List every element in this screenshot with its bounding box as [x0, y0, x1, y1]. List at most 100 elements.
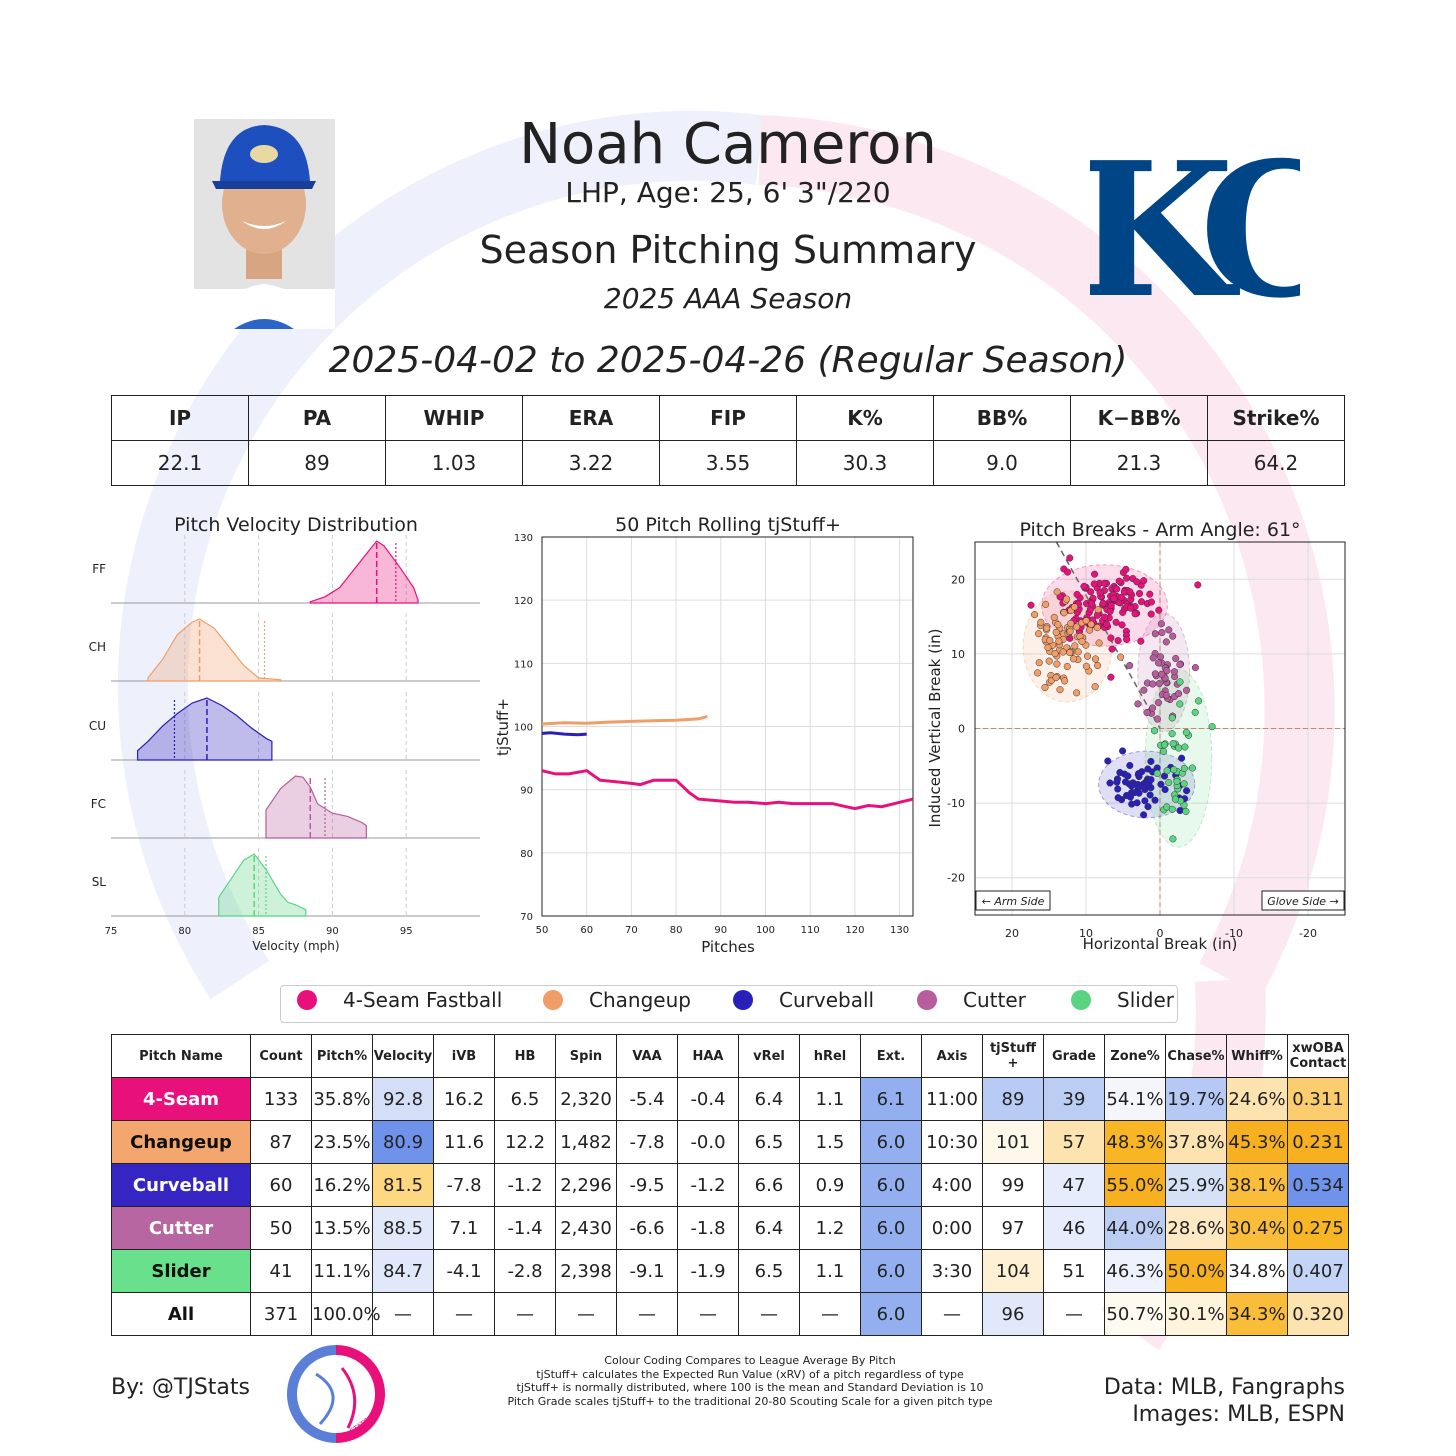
pitch-table-header: Ext. — [860, 1034, 922, 1078]
stat-header: IP — [111, 395, 249, 441]
pitch-metric-cell: 0.534 — [1287, 1163, 1349, 1207]
pitch-metric-cell: 87 — [250, 1120, 312, 1164]
rolling-chart-title: 50 Pitch Rolling tjStuff+ — [615, 514, 841, 536]
arm-side-box — [975, 890, 1051, 911]
break-pitch-point — [1037, 618, 1045, 626]
pitch-table-header: tjStuff + — [982, 1034, 1044, 1078]
pitch-metric-cell: 13.5% — [311, 1206, 373, 1250]
break-pitch-point — [1140, 577, 1148, 585]
velocity-tick-label: 85 — [252, 926, 265, 937]
break-pitch-point — [1067, 619, 1075, 628]
break-pitch-point — [1063, 662, 1071, 671]
break-pitch-point — [1083, 652, 1092, 660]
stat-header: Strike% — [1207, 395, 1345, 441]
velocity-tick-label: 95 — [400, 926, 413, 937]
break-pitch-point — [1149, 654, 1157, 662]
break-pitch-point — [1144, 803, 1152, 811]
pitch-metric-cell: -2.8 — [494, 1249, 556, 1293]
velocity-tick-label: 90 — [326, 926, 339, 937]
rolling-tick-label: 50 — [536, 925, 549, 936]
break-pitch-point — [1126, 793, 1134, 801]
summary-title: Season Pitching Summary — [479, 228, 977, 272]
legend-dot-icon — [297, 990, 317, 1010]
pitch-metric-cell: 6.0 — [860, 1206, 922, 1250]
pitch-metric-cell: -1.9 — [677, 1249, 739, 1293]
legend-item-ch: Changeup — [543, 988, 691, 1012]
rolling-plot-frame — [541, 536, 914, 917]
break-pitch-point — [1090, 580, 1098, 588]
break-pitch-point — [1071, 642, 1079, 650]
table-row: 4-Seam 133 35.8% 92.8 16.2 6.5 2,320 -5.4 -0.4 6.… — [111, 1077, 1349, 1121]
arm-angle-line — [1055, 541, 1161, 729]
stat-value: 22.1 — [111, 440, 249, 486]
break-pitch-point — [1158, 629, 1166, 637]
break-pitch-point — [1153, 769, 1161, 777]
stat-value: 1.03 — [385, 440, 523, 486]
break-pitch-point — [1176, 661, 1184, 669]
break-pitch-point — [1151, 630, 1159, 638]
rolling-series-line — [541, 769, 914, 811]
break-pitch-point — [1168, 714, 1176, 722]
pitch-metric-cell: -7.8 — [433, 1163, 495, 1207]
break-pitch-point — [1133, 578, 1141, 586]
pitch-table-header: Zone% — [1104, 1034, 1166, 1078]
break-pitch-point — [1176, 678, 1184, 686]
pitch-metric-cell: 50.7% — [1104, 1292, 1166, 1336]
break-pitch-point — [1183, 686, 1191, 694]
rolling-tick-label: 130 — [890, 925, 909, 936]
pitch-table-header: xwOBA Contact — [1287, 1034, 1349, 1078]
rolling-tick-label: 130 — [514, 533, 533, 544]
pitch-metrics-table: Pitch Name Count Pitch% Velocity iVB HB Spin VA… — [111, 1034, 1349, 1336]
break-tick-label: 10 — [951, 648, 965, 661]
break-pitch-point — [1064, 568, 1072, 576]
break-pitch-point — [1173, 777, 1181, 785]
break-pitch-point — [1114, 637, 1122, 645]
break-pitch-point — [1113, 778, 1121, 786]
pitch-metric-cell: 99 — [982, 1163, 1044, 1207]
break-pitch-point — [1163, 667, 1171, 675]
rolling-tick-label: 70 — [625, 925, 638, 936]
table-row: Cutter 50 13.5% 88.5 7.1 -1.4 2,430 -6.6 -1.8 6.4… — [111, 1206, 1349, 1250]
rolling-tick-label: 110 — [514, 659, 533, 670]
rolling-tick-label: 90 — [520, 786, 533, 797]
stat-header: K−BB% — [1070, 395, 1208, 441]
break-pitch-point — [1073, 623, 1081, 631]
break-pitch-point — [1073, 689, 1081, 697]
break-pitch-point — [1107, 634, 1115, 642]
break-pitch-point — [1112, 618, 1120, 626]
pitch-metric-cell: 46 — [1043, 1206, 1105, 1250]
pitch-metric-cell: 60 — [250, 1163, 312, 1207]
table-row: Curveball 60 16.2% 81.5 -7.8 -1.2 2,296 -9.5 -1.… — [111, 1163, 1349, 1207]
pitch-metric-cell: 2,320 — [555, 1077, 617, 1121]
break-pitch-point — [1093, 624, 1101, 632]
break-pitch-point — [1086, 626, 1094, 634]
break-pitch-point — [1126, 588, 1134, 596]
break-pitch-point — [1050, 613, 1058, 621]
rolling-chart-xlabel: Pitches — [701, 938, 755, 956]
break-pitch-point — [1052, 673, 1060, 682]
break-pitch-point — [1107, 673, 1115, 681]
break-pitch-point — [1188, 764, 1196, 772]
break-pitch-point — [1070, 603, 1079, 611]
pitch-metric-cell: 4:00 — [921, 1163, 983, 1207]
break-pitch-point — [1073, 590, 1081, 598]
pitch-metric-cell: 6.0 — [860, 1249, 922, 1293]
break-pitch-point — [1159, 747, 1168, 755]
break-pitch-point — [1094, 661, 1102, 670]
break-pitch-point — [1176, 700, 1184, 708]
pitch-metric-cell: — — [1043, 1292, 1105, 1336]
pitch-metric-cell: 30.4% — [1226, 1206, 1288, 1250]
table-row: All 371 100.0% — — — — — — — —6.0—96—50.7% 30.1% 34.… — [111, 1292, 1349, 1336]
pitch-metric-cell: 2,430 — [555, 1206, 617, 1250]
break-pitch-point — [1154, 659, 1163, 667]
pitch-metric-cell: 11.1% — [311, 1249, 373, 1293]
break-pitch-point — [1149, 680, 1157, 688]
pitch-metric-cell: — — [677, 1292, 739, 1336]
break-plot-frame — [974, 541, 1346, 916]
pitch-table-header: Spin — [555, 1034, 617, 1078]
break-pitch-point — [1153, 715, 1161, 723]
break-tick-label: 0 — [1157, 927, 1164, 940]
player-photo — [194, 119, 335, 329]
break-pitch-point — [1069, 655, 1078, 663]
data-credit: Data: MLB, Fangraphs — [1103, 1375, 1345, 1400]
